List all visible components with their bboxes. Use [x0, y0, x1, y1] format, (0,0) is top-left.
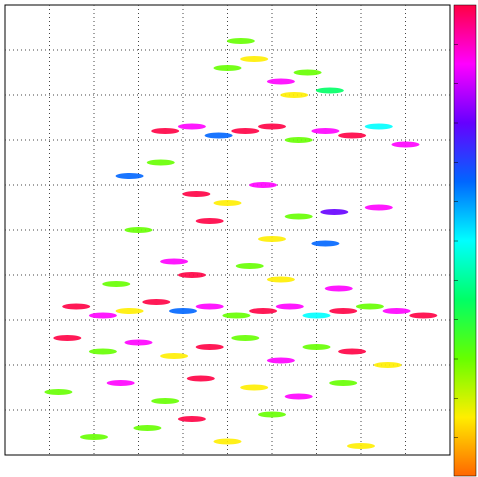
point — [364, 123, 393, 130]
point — [311, 128, 340, 134]
point — [213, 438, 242, 445]
point — [266, 357, 295, 364]
point — [195, 303, 224, 310]
point — [258, 411, 286, 418]
point — [88, 312, 117, 319]
point — [213, 65, 242, 71]
point — [226, 38, 255, 44]
point — [293, 69, 322, 76]
point — [115, 173, 144, 179]
point — [266, 276, 295, 283]
point — [373, 362, 402, 368]
point — [102, 281, 131, 287]
point — [240, 384, 269, 391]
point — [62, 303, 91, 310]
point — [355, 303, 384, 310]
point — [151, 398, 180, 404]
point — [146, 159, 175, 166]
point — [195, 218, 224, 224]
point — [231, 128, 260, 134]
point — [151, 128, 180, 134]
point — [235, 263, 264, 269]
point — [266, 78, 295, 85]
point — [160, 258, 189, 265]
colorbar — [453, 4, 477, 477]
point — [284, 393, 313, 400]
point — [364, 204, 393, 211]
point — [222, 312, 251, 319]
point — [284, 213, 313, 220]
point — [88, 348, 117, 355]
point — [329, 308, 358, 314]
point — [160, 353, 189, 359]
point — [80, 434, 108, 440]
point — [106, 380, 135, 386]
point — [284, 137, 313, 143]
point — [177, 416, 206, 422]
point — [115, 308, 144, 314]
point — [195, 344, 224, 350]
point — [177, 272, 206, 278]
point — [329, 380, 358, 386]
point — [382, 308, 411, 314]
point — [249, 308, 278, 314]
point — [142, 299, 171, 305]
point — [338, 348, 367, 355]
point — [177, 123, 206, 130]
point — [347, 443, 375, 449]
point — [302, 344, 331, 350]
point — [320, 209, 349, 215]
point — [324, 285, 353, 292]
point — [169, 308, 197, 314]
point — [213, 200, 242, 206]
point — [231, 335, 260, 341]
point — [258, 123, 286, 130]
point — [204, 132, 233, 139]
point — [302, 312, 331, 319]
point — [124, 339, 153, 346]
point — [133, 425, 162, 431]
point — [311, 240, 340, 247]
point — [53, 335, 82, 341]
point — [124, 227, 153, 233]
point — [409, 312, 438, 319]
point — [280, 92, 309, 98]
point — [240, 56, 269, 62]
point — [182, 191, 211, 197]
point — [258, 236, 286, 242]
point — [338, 132, 367, 139]
point — [44, 389, 73, 395]
point — [315, 87, 344, 94]
point — [186, 375, 215, 382]
point — [391, 141, 420, 148]
point — [249, 182, 278, 188]
point — [275, 303, 304, 310]
